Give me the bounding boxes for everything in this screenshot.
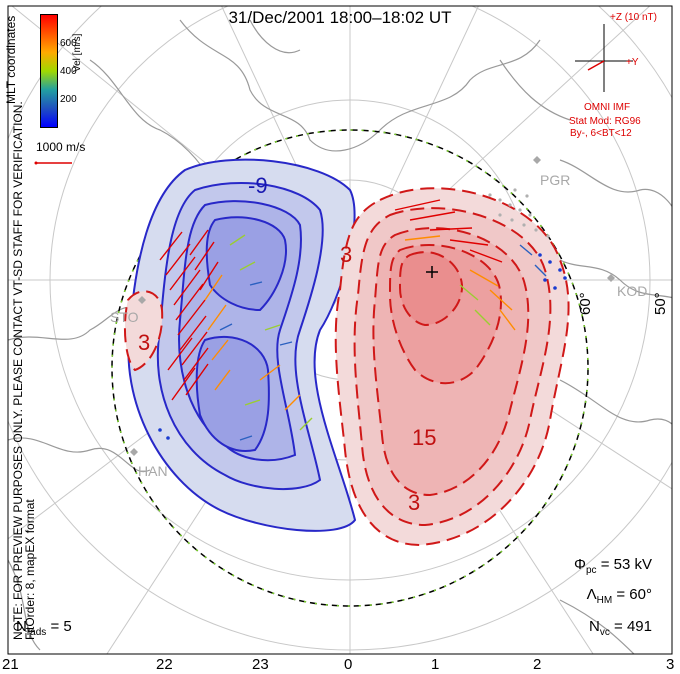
contour-label: 3 [138, 330, 150, 355]
mlt-tick: 22 [156, 656, 173, 673]
imf-condition: By-, 6<BT<12 [570, 128, 632, 139]
mlt-tick: 0 [344, 656, 353, 673]
plot-frame [7, 5, 673, 655]
imf-z-label: +Z (10 nT) [610, 12, 657, 23]
velocity-vectors [159, 199, 547, 441]
colorbar-tick: 400 [60, 66, 77, 77]
hm-boundary-latitude: ΛHM = 60° [586, 586, 652, 606]
cross-polar-potential: Φpc = 53 kV [574, 556, 652, 576]
model-vectors [488, 188, 550, 238]
contour-label: 15 [412, 425, 436, 450]
potential-max-marker [426, 266, 438, 278]
mlt-tick: 3 [666, 656, 675, 673]
dawn-cell-contours [123, 187, 570, 547]
radar-count: Nrads = 5 [16, 618, 72, 638]
mlt-tick: 2 [533, 656, 542, 673]
coordinate-system-label: MLT coordinates [4, 15, 18, 104]
contour-label: 3 [340, 242, 352, 267]
mlt-tick: 21 [2, 656, 19, 673]
colorbar-tick: 600 [60, 38, 77, 49]
colorbar-label: Vel [m/s] [72, 33, 83, 72]
colorbar-tick: 200 [60, 94, 77, 105]
mlt-tick: 23 [252, 656, 269, 673]
station-label: HAN [138, 463, 168, 479]
latitude-label: 50° [652, 292, 669, 315]
station-markers [130, 156, 615, 456]
station-label: PGR [540, 172, 570, 188]
station-label: STO [110, 309, 139, 325]
station-label: KOD [617, 283, 647, 299]
mlt-tick: 1 [431, 656, 440, 673]
scale-label: 1000 m/s [36, 140, 86, 154]
contour-label: 3 [408, 490, 420, 515]
imf-y-label: +Y [626, 57, 639, 68]
page-title: 31/Dec/2001 18:00–18:02 UT [228, 8, 452, 27]
imf-clock-dial [575, 24, 633, 92]
low-velocity-points [158, 253, 567, 440]
dusk-cell-contours [127, 158, 357, 532]
velocity-colorbar [40, 14, 58, 128]
stat-model: Stat Mod: RG96 [569, 116, 641, 127]
imf-source: OMNI IMF [584, 102, 631, 113]
vector-count: Nvc = 491 [589, 618, 652, 638]
latitude-label: 60° [577, 292, 594, 315]
contour-label: -9 [248, 173, 268, 198]
